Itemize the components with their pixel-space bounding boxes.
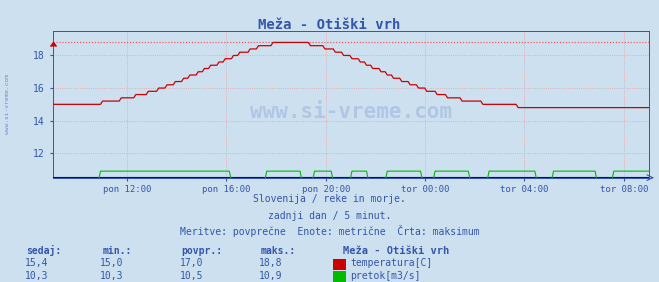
Text: sedaj:: sedaj: — [26, 245, 61, 256]
Text: Slovenija / reke in morje.: Slovenija / reke in morje. — [253, 194, 406, 204]
Text: 10,5: 10,5 — [179, 271, 203, 281]
Text: pretok[m3/s]: pretok[m3/s] — [351, 271, 421, 281]
Text: temperatura[C]: temperatura[C] — [351, 259, 433, 268]
Text: Meža - Otiški vrh: Meža - Otiški vrh — [343, 246, 449, 256]
Text: zadnji dan / 5 minut.: zadnji dan / 5 minut. — [268, 211, 391, 221]
Text: www.si-vreme.com: www.si-vreme.com — [5, 74, 11, 134]
Text: Meža - Otiški vrh: Meža - Otiški vrh — [258, 18, 401, 32]
Text: 15,4: 15,4 — [24, 259, 48, 268]
Text: Meritve: povprečne  Enote: metrične  Črta: maksimum: Meritve: povprečne Enote: metrične Črta:… — [180, 226, 479, 237]
Text: 10,9: 10,9 — [258, 271, 282, 281]
Text: povpr.:: povpr.: — [181, 246, 222, 256]
Text: maks.:: maks.: — [260, 246, 295, 256]
Text: 18,8: 18,8 — [258, 259, 282, 268]
Text: www.si-vreme.com: www.si-vreme.com — [250, 102, 452, 122]
Text: 15,0: 15,0 — [100, 259, 124, 268]
Text: 10,3: 10,3 — [100, 271, 124, 281]
Text: min.:: min.: — [102, 246, 132, 256]
Text: 17,0: 17,0 — [179, 259, 203, 268]
Text: 10,3: 10,3 — [24, 271, 48, 281]
